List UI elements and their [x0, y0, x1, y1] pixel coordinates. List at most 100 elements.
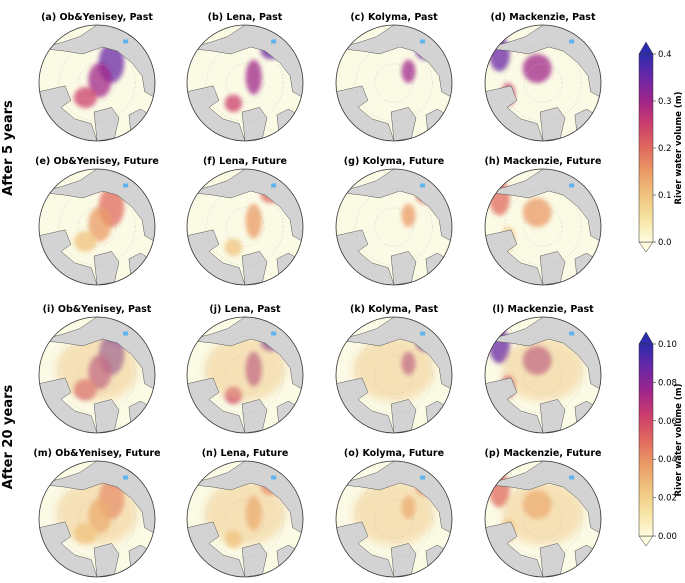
land	[539, 399, 566, 433]
river-plume	[489, 36, 510, 72]
colorbar: 0.0 0.1 0.2 0.3 0.4 River water volume (m)	[638, 41, 684, 253]
map-panel: (b) Lena, Past	[186, 12, 304, 142]
map-outline	[335, 460, 453, 578]
ice-patch	[569, 331, 575, 336]
ice-patch	[420, 183, 426, 188]
river-plume	[401, 203, 416, 227]
row-label-5-years: After 5 years	[1, 100, 16, 196]
ice-patch	[569, 475, 575, 480]
panel-title: (c) Kolyma, Past	[350, 12, 438, 23]
panel-title: (l) Mackenzie, Past	[492, 304, 594, 315]
land	[390, 399, 417, 433]
land	[276, 400, 303, 433]
graticule	[77, 207, 117, 247]
land	[241, 107, 268, 141]
panel-title: (i) Ob&Yenisey, Past	[43, 304, 152, 315]
ice-patch	[420, 475, 426, 480]
ice-patch	[569, 39, 575, 44]
map-outline	[484, 24, 602, 142]
map-panel: (p) Mackenzie, Future	[485, 448, 601, 578]
river-plume	[88, 206, 112, 242]
land	[425, 400, 452, 433]
river-plume	[522, 54, 552, 83]
map-outline	[484, 168, 602, 286]
map-disk	[336, 25, 452, 141]
land	[276, 108, 303, 141]
map-panel: (i) Ob&Yenisey, Past	[38, 304, 156, 434]
graticule	[523, 499, 563, 539]
colorbar-label: River water volume (m)	[674, 383, 684, 496]
colorbar-gradient	[638, 343, 654, 537]
graticule	[206, 336, 284, 414]
land	[390, 107, 417, 141]
river-plume	[224, 238, 243, 256]
graticule	[77, 355, 117, 395]
panel-title: (o) Kolyma, Future	[344, 448, 444, 459]
graticule	[504, 44, 582, 122]
land	[128, 108, 155, 141]
land	[574, 252, 601, 285]
map-outline	[186, 24, 304, 142]
land	[241, 251, 268, 285]
colorbar-tick-label: 0.0	[658, 238, 672, 248]
panel-title: (g) Kolyma, Future	[344, 156, 444, 167]
land	[539, 251, 566, 285]
graticule	[523, 355, 563, 395]
panel-title: (j) Lena, Past	[209, 304, 281, 315]
map-disk	[39, 169, 155, 285]
river-wash	[353, 337, 435, 402]
map-outline	[186, 460, 304, 578]
map-disk	[485, 317, 601, 433]
land	[93, 399, 120, 433]
colorbar-tick-label: 0.08	[658, 378, 677, 388]
land	[390, 543, 417, 577]
graticule	[58, 44, 136, 122]
graticule	[77, 499, 117, 539]
graticule	[58, 480, 136, 558]
colorbar-extend-min	[638, 535, 654, 547]
land	[276, 252, 303, 285]
ice-patch	[271, 475, 277, 480]
river-wash	[502, 337, 584, 402]
river-plume	[522, 198, 552, 227]
river-wash	[204, 337, 286, 402]
colorbar-gradient	[638, 53, 654, 243]
graticule	[504, 336, 582, 414]
panel-grid: (a) Ob&Yenisey, Past (b) Lena, Past (c) Ko…	[33, 12, 602, 578]
row-label-20-years: After 20 years	[1, 384, 16, 489]
graticule	[355, 188, 433, 266]
map-panel: (k) Kolyma, Past	[335, 304, 453, 434]
colorbar-extend-min	[638, 241, 654, 253]
panel-title: (d) Mackenzie, Past	[490, 12, 595, 23]
ice-patch	[123, 39, 129, 44]
land	[276, 544, 303, 577]
graticule	[374, 355, 414, 395]
land	[241, 543, 268, 577]
panel-title: (a) Ob&Yenisey, Past	[41, 12, 153, 23]
map-disk	[485, 169, 601, 285]
map-outline	[335, 316, 453, 434]
land	[574, 400, 601, 433]
graticule	[374, 207, 414, 247]
graticule	[206, 188, 284, 266]
land	[425, 108, 452, 141]
map-panel: (d) Mackenzie, Past	[484, 12, 602, 142]
colorbar-tick-label: 0.4	[658, 50, 672, 60]
map-outline	[38, 168, 156, 286]
graticule	[206, 44, 284, 122]
graticule	[225, 207, 265, 247]
colorbar-extend-max	[638, 331, 654, 345]
ice-patch	[123, 183, 129, 188]
map-panel: (n) Lena, Future	[186, 448, 304, 578]
land	[425, 544, 452, 577]
map-disk	[187, 461, 303, 577]
ice-patch	[271, 331, 277, 336]
map-panel: (h) Mackenzie, Future	[484, 156, 602, 286]
panel-title: (k) Kolyma, Past	[350, 304, 438, 315]
graticule	[225, 355, 265, 395]
ice-patch	[123, 331, 129, 336]
graticule	[355, 480, 433, 558]
map-outline	[335, 24, 453, 142]
